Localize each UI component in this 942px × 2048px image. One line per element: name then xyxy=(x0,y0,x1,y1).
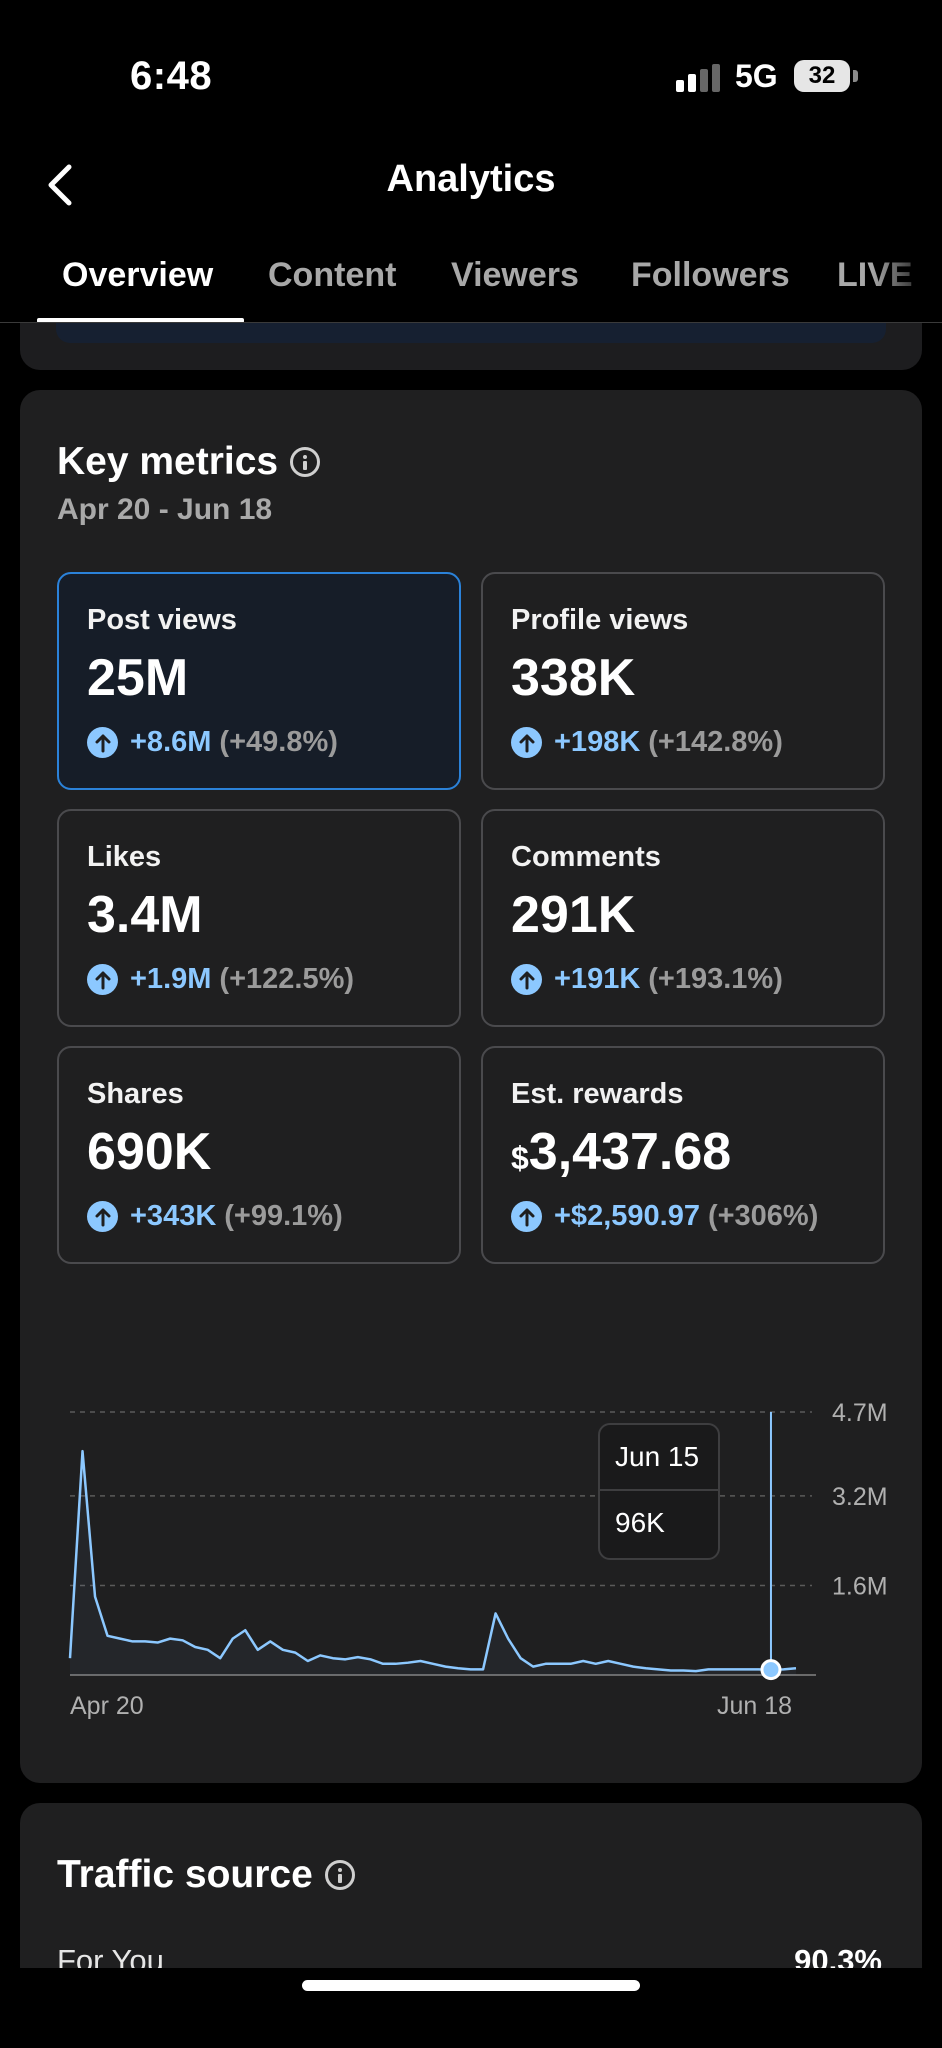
arrow-up-icon xyxy=(87,1201,118,1232)
traffic-source-title: Traffic source xyxy=(57,1853,355,1897)
chart-area xyxy=(70,1451,796,1675)
metric-likes[interactable]: Likes 3.4M +1.9M (+122.5%) xyxy=(57,809,461,1027)
metric-label: Profile views xyxy=(511,604,689,636)
currency-symbol: $ xyxy=(511,1140,529,1176)
chart-series-line xyxy=(68,1449,797,1673)
metric-label: Comments xyxy=(511,841,661,873)
key-metrics-card: Key metrics Apr 20 - Jun 18 Post views 2… xyxy=(20,390,922,1783)
signal-icon xyxy=(676,64,720,92)
metric-label: Likes xyxy=(87,841,162,873)
metric-delta: +$2,590.97 xyxy=(554,1200,700,1232)
status-bar: 6:48 5G 32 xyxy=(0,0,942,150)
previous-card xyxy=(20,323,922,370)
y-tick-label: 1.6M xyxy=(832,1572,888,1600)
arrow-up-icon xyxy=(87,727,118,758)
metric-delta: +191K xyxy=(554,963,641,995)
tab-viewers[interactable]: Viewers xyxy=(451,256,579,294)
info-icon[interactable] xyxy=(324,1860,355,1890)
battery-nub xyxy=(853,70,858,82)
arrow-up-icon xyxy=(511,1201,542,1232)
metric-value: 3.4M xyxy=(87,886,203,944)
metric-delta: +1.9M xyxy=(130,963,212,995)
metric-percent: (+306%) xyxy=(707,1200,819,1232)
metric-change: +191K (+193.1%) xyxy=(511,963,783,996)
metric-comments[interactable]: Comments 291K +191K (+193.1%) xyxy=(481,809,885,1027)
metric-label: Post views xyxy=(87,604,237,636)
metric-delta: +198K xyxy=(554,726,641,758)
metric-shares[interactable]: Shares 690K +343K (+99.1%) xyxy=(57,1046,461,1264)
info-icon[interactable] xyxy=(290,447,321,477)
tab-followers[interactable]: Followers xyxy=(631,256,790,294)
status-time: 6:48 xyxy=(130,54,213,98)
tab-bar: Overview Content Viewers Followers LIVE xyxy=(0,230,942,323)
page-title: Analytics xyxy=(386,158,556,200)
arrow-up-icon xyxy=(511,727,542,758)
key-metrics-title-text: Key metrics xyxy=(57,440,279,483)
tooltip-date: Jun 15 xyxy=(615,1441,700,1472)
tooltip-divider xyxy=(600,1489,718,1491)
header: Analytics xyxy=(0,150,942,230)
metric-change: +343K (+99.1%) xyxy=(87,1200,343,1233)
metric-value-number: 3,437.68 xyxy=(528,1123,732,1181)
metric-percent: (+122.5%) xyxy=(219,963,355,995)
y-tick-label: 3.2M xyxy=(832,1483,888,1511)
bottom-bar xyxy=(0,1968,942,2048)
chevron-left-icon xyxy=(48,164,72,206)
arrow-up-icon xyxy=(87,964,118,995)
tab-content[interactable]: Content xyxy=(268,256,397,294)
metric-percent: (+99.1%) xyxy=(224,1200,343,1232)
traffic-source-title-text: Traffic source xyxy=(57,1853,313,1896)
metric-value: 25M xyxy=(87,649,189,707)
metric-change: +$2,590.97 (+306%) xyxy=(511,1200,818,1233)
tab-underline xyxy=(37,318,244,322)
highlight-point xyxy=(760,1659,782,1681)
metric-label: Shares xyxy=(87,1078,184,1110)
home-indicator[interactable] xyxy=(302,1980,640,1991)
chart-tooltip: Jun 15 96K xyxy=(598,1423,720,1560)
metric-est-rewards[interactable]: Est. rewards $3,437.68 +$2,590.97 (+306%… xyxy=(481,1046,885,1264)
key-metrics-title: Key metrics xyxy=(57,440,321,484)
network-label: 5G xyxy=(735,58,778,94)
date-range: Apr 20 - Jun 18 xyxy=(57,493,273,526)
metric-percent: (+142.8%) xyxy=(648,726,783,758)
metric-value: 338K xyxy=(511,649,636,707)
metric-change: +1.9M (+122.5%) xyxy=(87,963,354,996)
metric-change: +198K (+142.8%) xyxy=(511,726,783,759)
metric-percent: (+193.1%) xyxy=(648,963,783,995)
tab-overview[interactable]: Overview xyxy=(62,256,214,294)
arrow-up-icon xyxy=(511,964,542,995)
metric-label: Est. rewards xyxy=(511,1078,684,1110)
back-button[interactable] xyxy=(30,155,90,215)
metric-percent: (+49.8%) xyxy=(219,726,338,758)
metric-value: 690K xyxy=(87,1123,212,1181)
metric-delta: +343K xyxy=(130,1200,217,1232)
x-end-label: Jun 18 xyxy=(717,1692,792,1720)
x-start-label: Apr 20 xyxy=(70,1692,144,1720)
post-views-chart[interactable]: 4.7M 3.2M 1.6M Apr 20 Jun 18 xyxy=(20,1290,922,1730)
tabs-fade xyxy=(872,230,942,322)
metric-delta: +8.6M xyxy=(130,726,212,758)
metric-value: $3,437.68 xyxy=(511,1122,731,1182)
metric-value: 291K xyxy=(511,886,636,944)
battery-icon: 32 xyxy=(794,60,850,92)
metric-change: +8.6M (+49.8%) xyxy=(87,726,338,759)
tooltip-value: 96K xyxy=(615,1507,665,1538)
metric-profile-views[interactable]: Profile views 338K +198K (+142.8%) xyxy=(481,572,885,790)
previous-card-inner xyxy=(56,323,886,343)
metric-post-views[interactable]: Post views 25M +8.6M (+49.8%) xyxy=(57,572,461,790)
y-tick-label: 4.7M xyxy=(832,1399,888,1427)
